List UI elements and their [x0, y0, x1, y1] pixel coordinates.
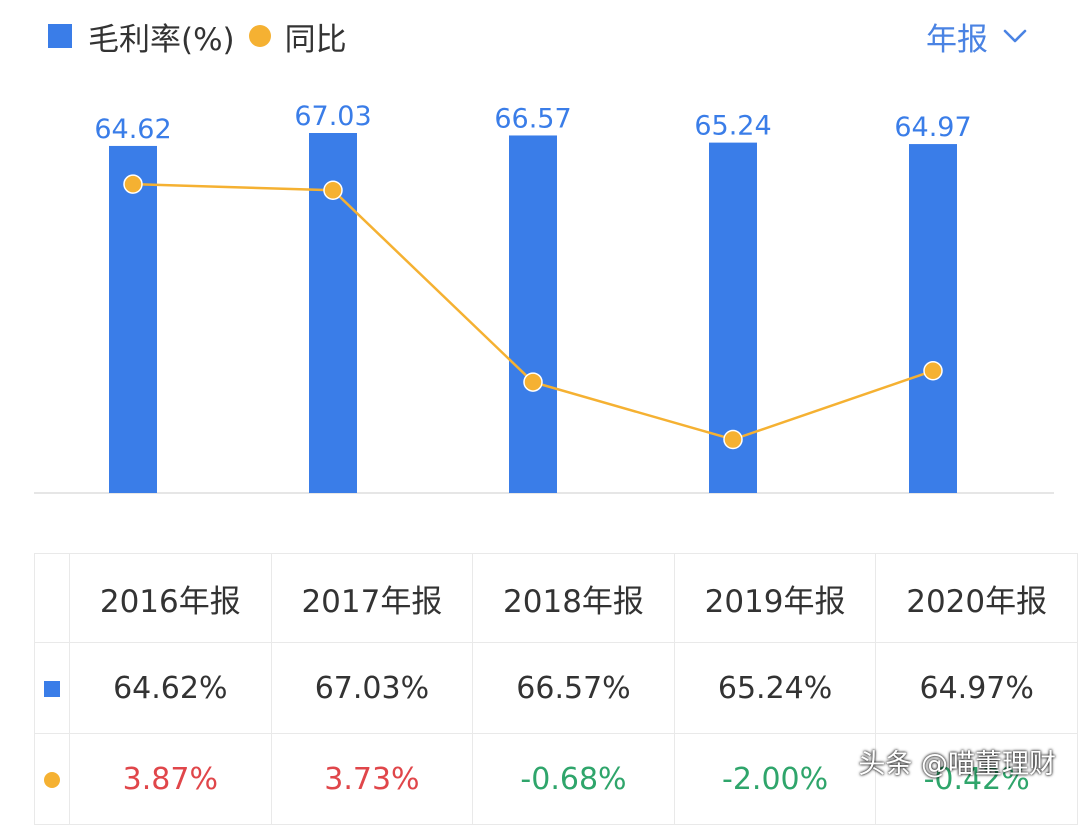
table-cell: 65.24%: [673, 642, 877, 734]
bar-2020年报: [909, 144, 957, 493]
bar-value-label: 64.62: [94, 114, 171, 145]
yoy-point-2019年报: [723, 429, 743, 450]
table-row-gross-margin: 64.62% 67.03% 66.57% 65.24% 64.97%: [34, 642, 1078, 734]
bar-series-marker-icon: [44, 681, 60, 697]
legend-line-swatch: [248, 25, 271, 47]
yoy-point-2016年报: [123, 174, 143, 194]
period-selector-label: 年报: [926, 21, 988, 58]
bar-value-label: 67.03: [294, 101, 371, 132]
table-cell: 64.97%: [875, 642, 1078, 734]
bar-value-label: 66.57: [494, 103, 571, 134]
table-header-cell: 2016年报: [69, 553, 272, 643]
table-header-cell: 2018年报: [472, 553, 675, 643]
bar-2016年报: [109, 145, 157, 493]
table-header-cell: 2017年报: [270, 553, 474, 643]
yoy-point-2018年报: [523, 372, 543, 392]
chart-legend: 毛利率(%) 同比: [48, 14, 347, 58]
watermark: 头条 @喵董理财: [858, 749, 1056, 780]
table-cell: 3.87%: [69, 733, 272, 825]
table-row-icon-cell: [34, 733, 70, 825]
bar-value-label: 64.97: [894, 112, 971, 143]
legend-line-label: 同比: [284, 21, 347, 58]
table-header-cell: 2020年报: [875, 553, 1078, 643]
table-row-icon-cell: [34, 642, 70, 734]
table-cell: 3.73%: [270, 733, 474, 825]
yoy-point-2020年报: [923, 361, 943, 381]
bar-2018年报: [509, 135, 557, 494]
table-cell: 64.62%: [69, 642, 272, 734]
line-series-marker-icon: [44, 772, 60, 788]
bar-value-label: 65.24: [694, 111, 771, 142]
legend-bar-swatch: [48, 24, 72, 48]
chart-area: 64.62 67.03 66.57 65.24 64.97: [34, 101, 1054, 494]
chevron-down-icon: [1003, 29, 1027, 43]
data-table: 2016年报 2017年报 2018年报 2019年报 2020年报 64.62…: [34, 553, 1078, 825]
table-header-cell: 2019年报: [673, 553, 877, 643]
table-corner-cell: [34, 553, 70, 643]
table-cell: 66.57%: [472, 642, 675, 734]
table-cell: -2.00%: [673, 733, 877, 825]
table-cell: -0.68%: [472, 733, 675, 825]
legend-bar-label: 毛利率(%): [88, 21, 235, 58]
yoy-point-2017年报: [323, 180, 343, 200]
table-header-row: 2016年报 2017年报 2018年报 2019年报 2020年报: [34, 553, 1078, 643]
period-selector[interactable]: 年报: [926, 14, 1028, 58]
table-cell: 67.03%: [270, 642, 474, 734]
